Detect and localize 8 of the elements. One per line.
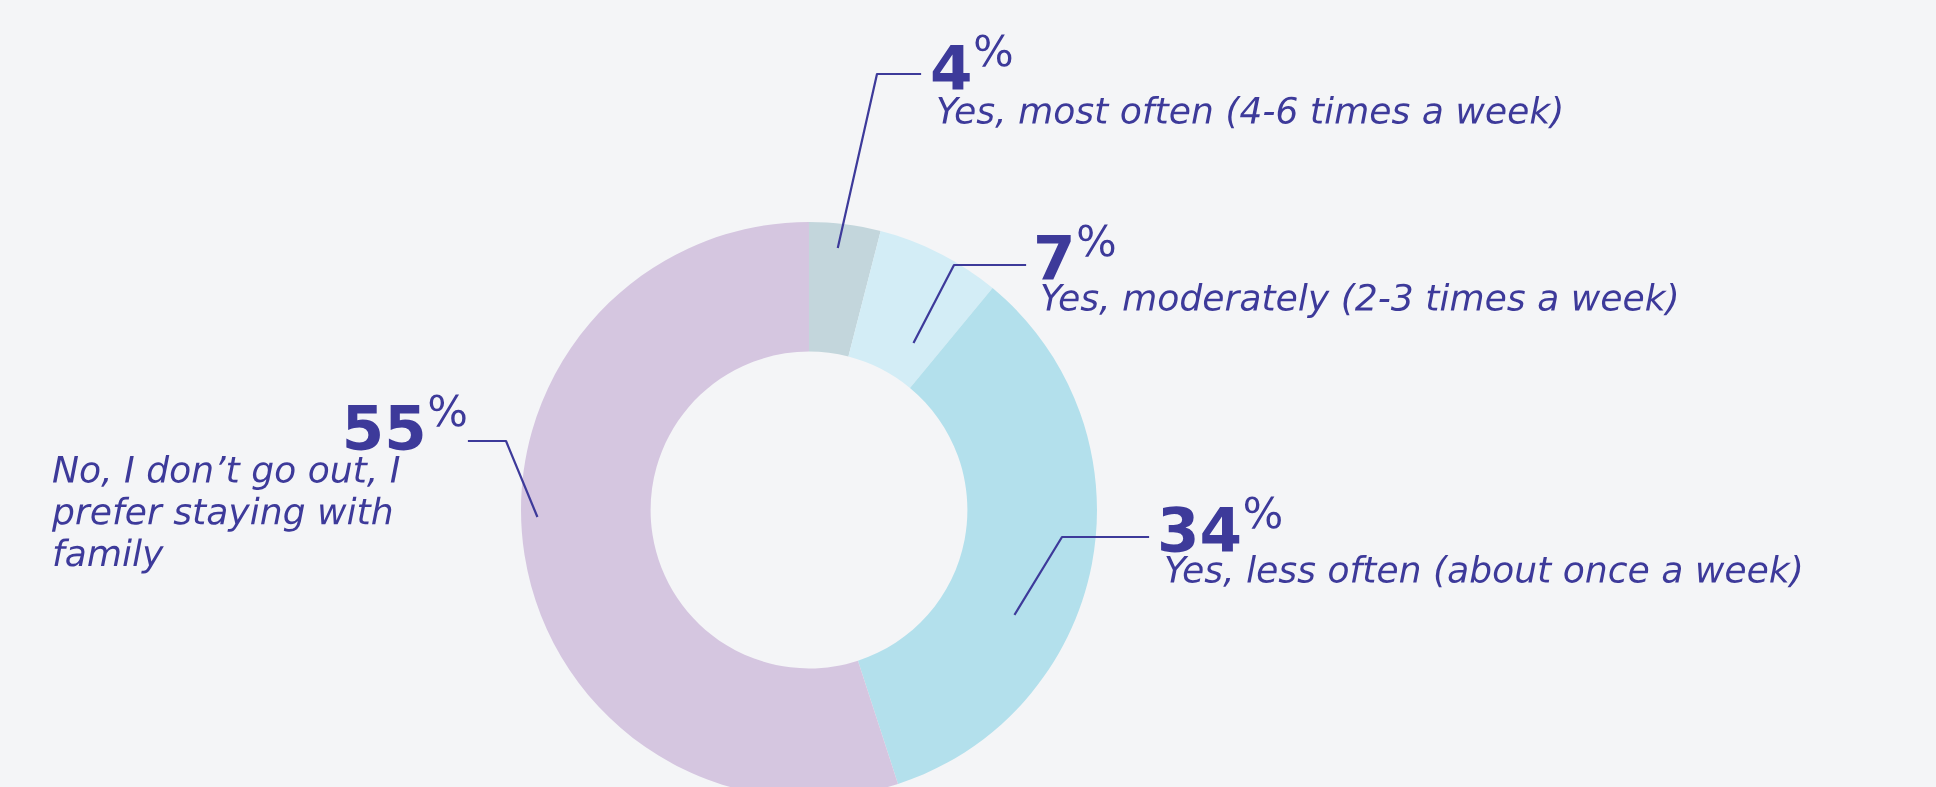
slice-label: Yes, less often (about once a week) <box>1166 555 1801 588</box>
data-label: 55$^{%}$ <box>346 394 466 451</box>
slice-label: Yes, most often (4-6 times a week) <box>938 96 1561 129</box>
slice-label: Yes, moderately (2-3 times a week) <box>1042 283 1677 318</box>
data-label: 4$^{%}$ <box>932 34 1012 90</box>
data-label: 34$^{%}$ <box>1161 496 1281 553</box>
data-label: 7$^{%}$ <box>1037 224 1115 280</box>
slice-label: No, I don’t go out, I prefer staying with family <box>51 455 400 574</box>
